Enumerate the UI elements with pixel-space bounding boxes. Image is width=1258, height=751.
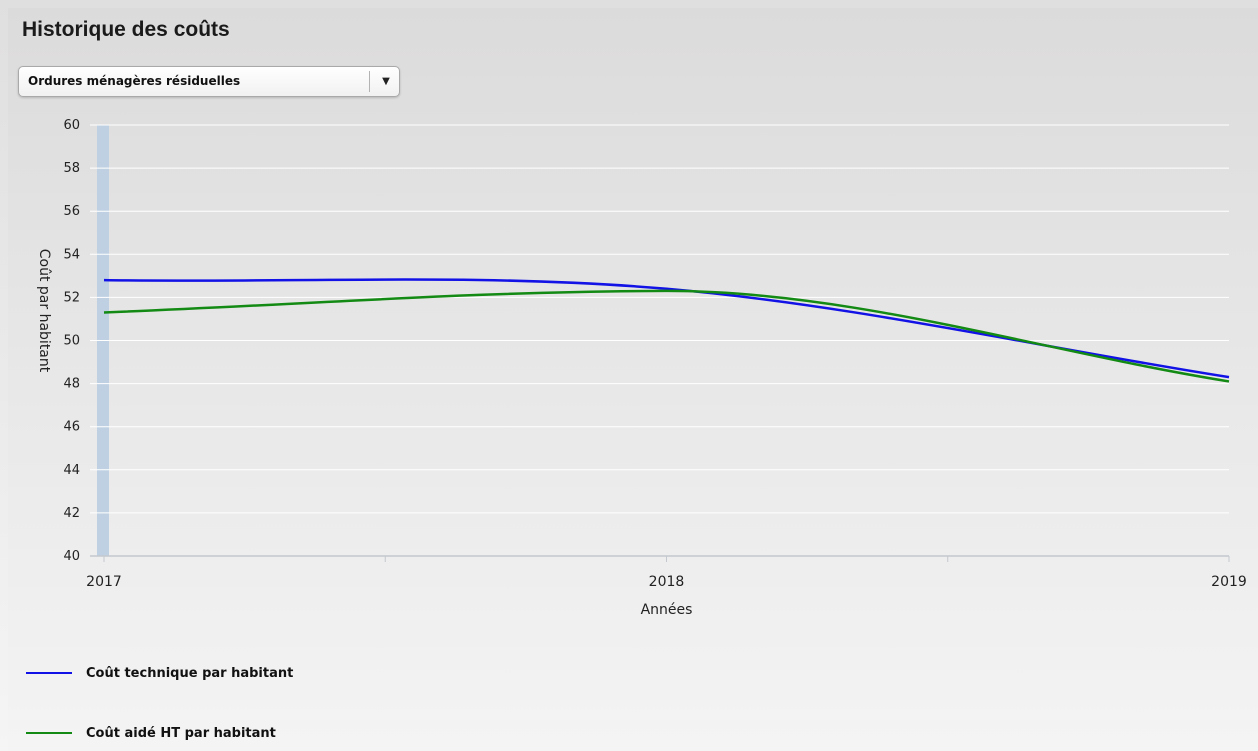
page-title: Historique des coûts xyxy=(22,18,230,41)
y-tick-label: 52 xyxy=(63,290,80,305)
x-tick-label: 2019 xyxy=(1211,574,1247,590)
category-select-value: Ordures ménagères résiduelles xyxy=(28,74,241,88)
legend-label: Coût aidé HT par habitant xyxy=(86,725,276,741)
triangle-down-icon[interactable]: ▼ xyxy=(382,76,390,87)
series-line xyxy=(103,278,1230,379)
legend-item: Coût aidé HT par habitant xyxy=(26,723,276,743)
legend-label: Coût technique par habitant xyxy=(86,665,294,681)
x-tick-label: 2017 xyxy=(86,574,122,590)
y-tick-label: 56 xyxy=(63,204,80,219)
y-axis-title: Coût par habitant xyxy=(36,249,52,373)
series-line xyxy=(103,289,1230,383)
chart-panel xyxy=(8,8,1258,751)
y-tick-label: 50 xyxy=(63,334,80,349)
y-tick-label: 54 xyxy=(63,247,80,262)
x-axis-title: Années xyxy=(641,602,693,618)
y-axis-ticks: 40 42 44 46 48 50 52 54 56 58 60 xyxy=(63,118,80,564)
series-lines xyxy=(103,278,1230,383)
legend-item: Coût technique par habitant xyxy=(26,663,293,683)
legend-swatch xyxy=(26,672,72,674)
y-tick-label: 40 xyxy=(63,549,80,564)
select-divider xyxy=(369,71,370,92)
y-tick-label: 46 xyxy=(63,420,80,435)
y-tick-label: 58 xyxy=(63,161,80,176)
x-tick-label: 2018 xyxy=(649,574,685,590)
category-select[interactable]: Ordures ménagères résiduelles ▼ xyxy=(18,66,400,97)
legend-swatch xyxy=(26,732,72,734)
y-tick-label: 44 xyxy=(63,463,80,478)
y-tick-label: 48 xyxy=(63,377,80,392)
y-tick-label: 42 xyxy=(63,506,80,521)
x-axis-ticks: 2017 2018 2019 xyxy=(86,555,1247,590)
y-tick-label: 60 xyxy=(63,118,80,133)
grid-lines xyxy=(90,124,1229,557)
